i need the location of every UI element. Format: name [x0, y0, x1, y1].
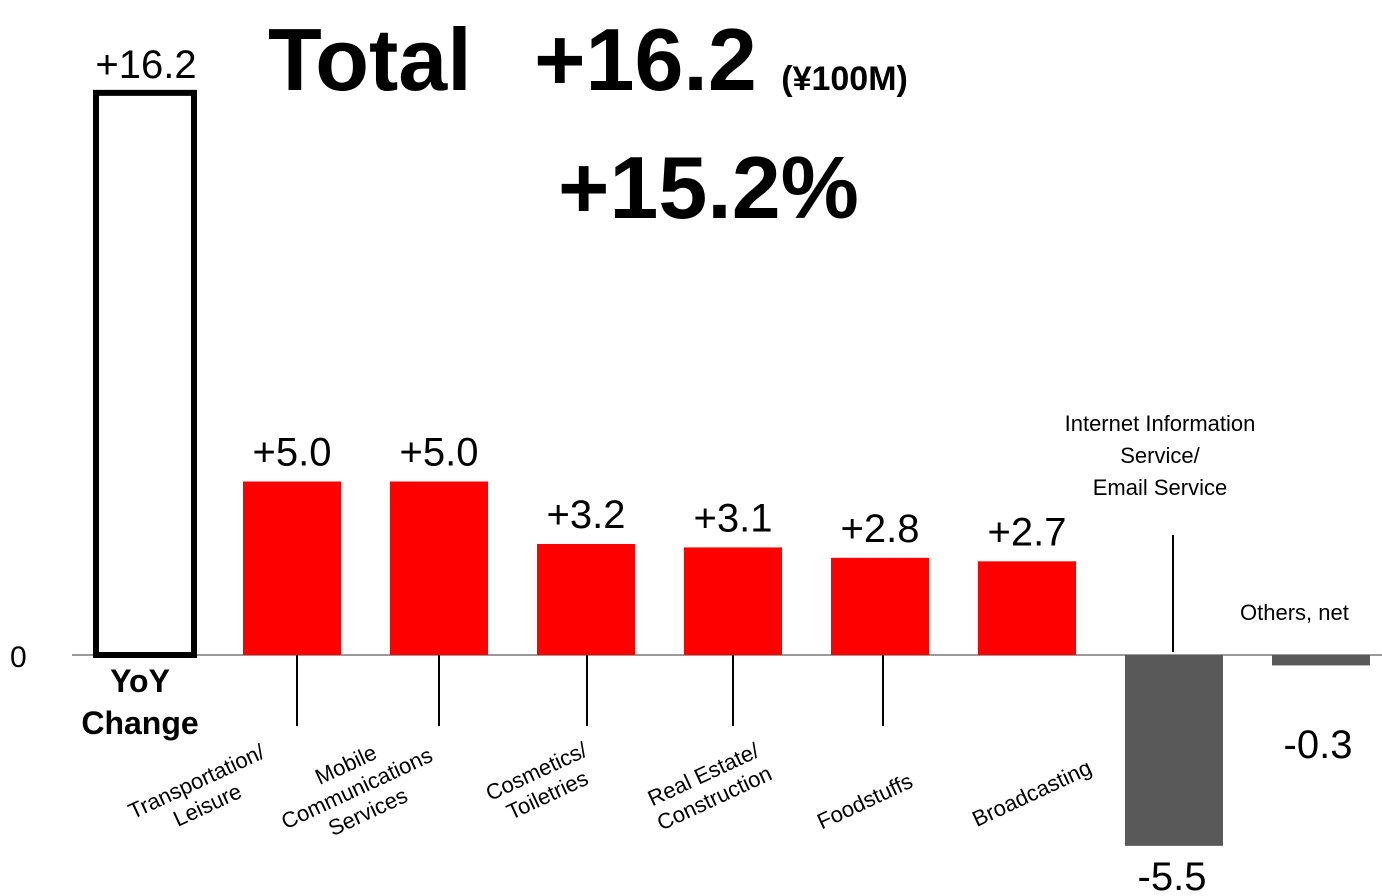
category-label-0: YoY Change — [81, 663, 198, 741]
bar-4 — [684, 547, 782, 655]
category-label-3: Cosmetics/Toiletries — [482, 737, 603, 830]
value-label-6: +2.7 — [988, 510, 1067, 554]
category-label-1: Transportation/Leisure — [124, 739, 280, 848]
value-label-7: -5.5 — [1138, 855, 1207, 896]
category-label-2: MobileCommunicationsServices — [266, 719, 447, 858]
bar-8 — [1272, 655, 1370, 666]
bar-5 — [831, 557, 929, 655]
bar-6 — [978, 561, 1076, 655]
total-value: +16.2 — [534, 10, 757, 109]
plot-area: 0 +16.2 YoY Change +5.0 Transportation/Leisur… — [10, 43, 1382, 896]
value-label-8: -0.3 — [1284, 723, 1353, 767]
category-label-7: Internet Information Service/Email Servic… — [1065, 411, 1256, 500]
value-label-2: +5.0 — [400, 431, 479, 475]
category-label-4: Real Estate/Construction — [642, 737, 775, 835]
bar-total — [93, 89, 197, 659]
value-label-5: +2.8 — [841, 507, 920, 551]
category-label-8: Others, net — [1240, 600, 1349, 625]
total-percent: +15.2% — [558, 138, 859, 237]
bar-2 — [390, 481, 488, 655]
category-label-6: Broadcasting — [968, 755, 1095, 832]
category-label-5: Foodstuffs — [813, 768, 916, 834]
value-label-1: +5.0 — [253, 431, 332, 475]
bar-1 — [243, 481, 341, 655]
bar-7 — [1125, 655, 1223, 846]
bar-3 — [537, 543, 635, 655]
total-unit: (¥100M) — [781, 60, 908, 98]
value-label-3: +3.2 — [547, 493, 626, 537]
value-label-0: +16.2 — [95, 43, 196, 87]
chart-header: Total +16.2 (¥100M) +15.2% — [268, 10, 908, 237]
svg-text:Total +16.2 (¥100M: Total +16.2 (¥100M) — [268, 10, 908, 109]
zero-tick-label: 0 — [10, 641, 27, 674]
total-label: Total — [268, 10, 472, 109]
value-label-4: +3.1 — [694, 496, 773, 540]
